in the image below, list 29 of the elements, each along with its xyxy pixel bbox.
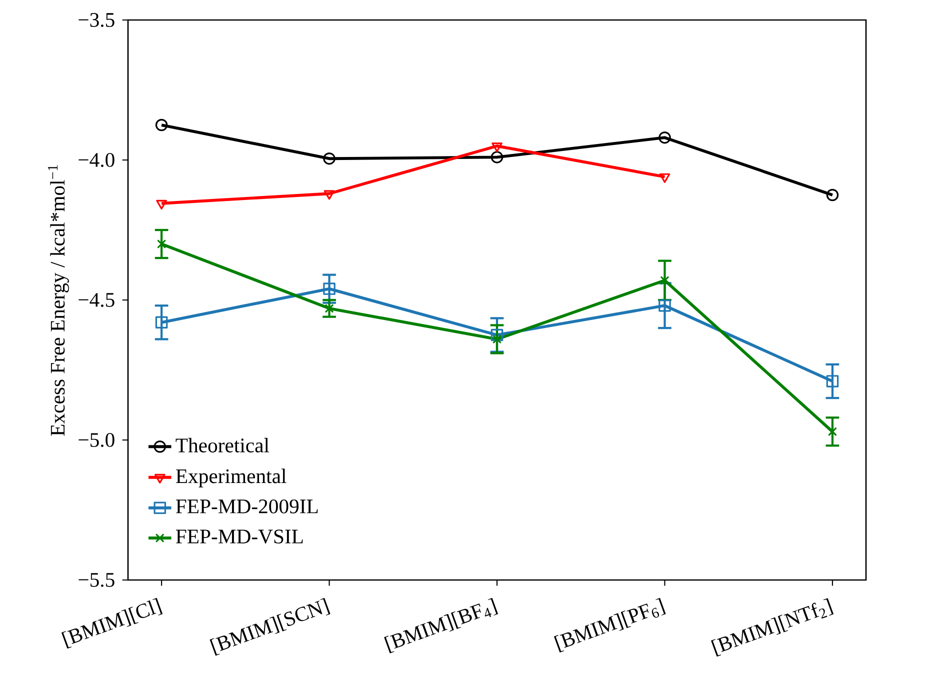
point [155, 316, 168, 329]
point [826, 188, 839, 202]
legend-label: FEP-MD-VSIL [176, 530, 303, 544]
point [324, 304, 334, 313]
y-axis-title: Excess Free Energy / kcal*mol$^{−1}$ [48, 165, 69, 436]
y-tick-label: −3.5 [78, 13, 114, 27]
legend-label: Experimental [176, 468, 286, 488]
legend-label: FEP-MD-2009IL [176, 499, 318, 514]
point [492, 142, 502, 152]
point [490, 328, 504, 342]
point [155, 118, 168, 132]
y-tick-label: −5.5 [78, 573, 114, 587]
point [826, 375, 839, 388]
y-tick-label: −4.0 [78, 152, 114, 168]
point [659, 173, 670, 183]
point [156, 239, 166, 249]
point [828, 427, 838, 436]
point [323, 152, 336, 165]
y-tick-label: −4.5 [78, 293, 114, 307]
y-tick-label: −5.0 [78, 432, 114, 448]
legend-label: Theoretical [176, 438, 270, 452]
point [156, 200, 167, 210]
point [660, 276, 670, 285]
point [490, 151, 504, 164]
point [658, 131, 671, 144]
point [658, 299, 671, 312]
point [492, 334, 502, 344]
point [324, 190, 335, 200]
point [323, 282, 336, 295]
